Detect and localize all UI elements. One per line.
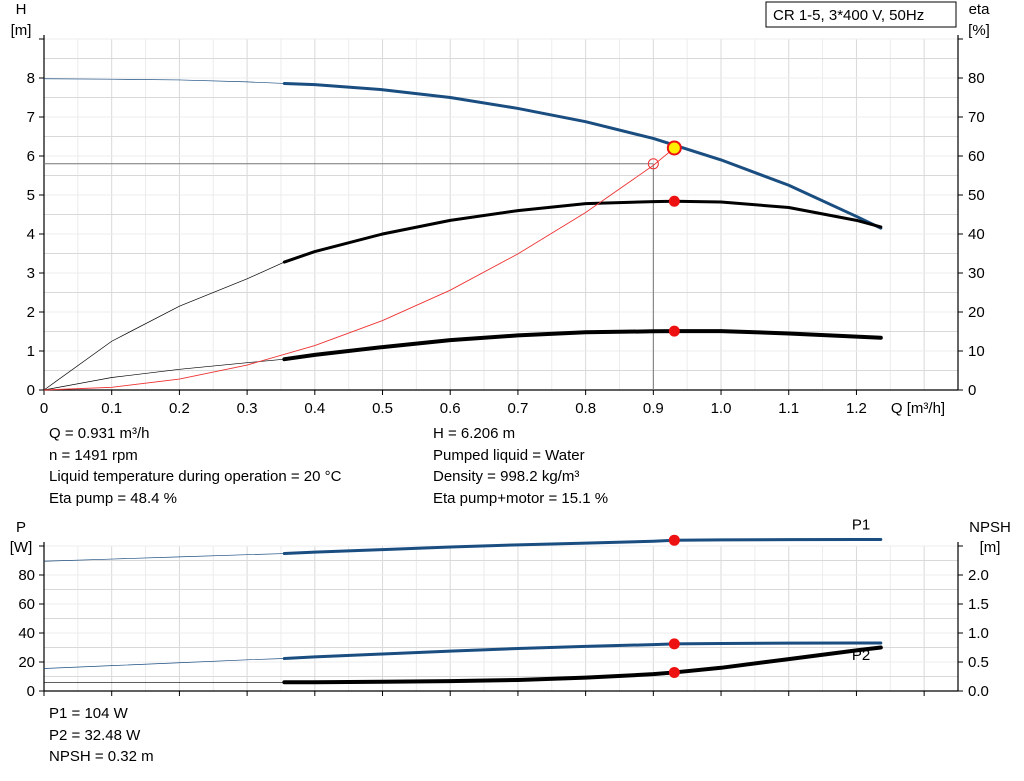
y-left-tick-label: 4 — [27, 226, 35, 243]
duty-p1-marker — [668, 534, 680, 546]
y-left-label: P — [16, 519, 26, 536]
y-right-tick-label: 60 — [968, 148, 985, 165]
x-tick-label: 1.0 — [711, 400, 732, 417]
info-right: H = 6.206 m Pumped liquid = Water Densit… — [433, 423, 608, 509]
p1-curve-label: P1 — [852, 516, 870, 533]
y-right-tick-label: 40 — [968, 226, 985, 243]
eta-total-curve-bold — [282, 329, 883, 362]
x-tick-label: 0.2 — [169, 400, 190, 417]
y-right-tick-label: 2.0 — [968, 567, 989, 584]
p2-curve-thin — [43, 658, 285, 669]
eta-pump-curve-thin — [43, 261, 285, 391]
y-right-tick-label: 1.0 — [968, 625, 989, 642]
y-right-tick-label: 0.0 — [968, 683, 989, 700]
info-bottom: P1 = 104 W P2 = 32.48 W NPSH = 0.32 m — [49, 703, 154, 768]
legend-box: CR 1-5, 3*400 V, 50Hz — [765, 1, 957, 28]
y-left-unit: [W] — [10, 539, 33, 556]
x-tick-label: 0.5 — [372, 400, 393, 417]
info-temperature: Liquid temperature during operation = 20… — [49, 468, 342, 485]
info-p1: P1 = 104 W — [49, 705, 128, 722]
duty-eta-pump-marker — [668, 195, 680, 207]
y-right-tick-label: 0.5 — [968, 654, 989, 671]
info-density: Density = 998.2 kg/m³ — [433, 468, 580, 485]
info-eta-total: Eta pump+motor = 15.1 % — [433, 489, 609, 507]
y-right-unit: [%] — [968, 22, 990, 39]
x-tick-label: 0.4 — [304, 400, 325, 417]
y-left-tick-label: 0 — [27, 683, 35, 700]
y-left-tick-label: 0 — [27, 382, 35, 399]
reference-marker — [647, 158, 659, 170]
y-left-tick-label: 3 — [27, 265, 35, 282]
y-left-tick-label: 5 — [27, 187, 35, 204]
p2-curve-bold — [282, 641, 883, 661]
npsh-curve-bold — [282, 645, 883, 685]
x-tick-label: 0 — [40, 400, 48, 417]
x-tick-label: 1.1 — [778, 400, 799, 417]
x-tick-label: 0.3 — [237, 400, 258, 417]
p1-curve-thin — [43, 553, 285, 562]
info-eta-pump: Eta pump = 48.4 % — [49, 489, 177, 507]
eta-pump-curve-bold — [282, 199, 883, 264]
y-right-tick-label: 30 — [968, 265, 985, 282]
y-left-tick-label: 7 — [27, 109, 35, 126]
info-p2: P2 = 32.48 W — [49, 726, 141, 744]
info-npsh: NPSH = 0.32 m — [49, 748, 154, 765]
system-curve — [43, 147, 675, 391]
info-liquid: Pumped liquid = Water — [433, 446, 585, 464]
head-curve-thin — [43, 78, 285, 84]
head-curve-bold — [282, 81, 883, 230]
y-left-tick-label: 1 — [27, 343, 35, 360]
info-flow: Q = 0.931 m³/h — [49, 425, 150, 442]
y-right-label: NPSH — [969, 519, 1011, 536]
y-left-tick-label: 40 — [18, 625, 35, 642]
y-right-tick-label: 0 — [968, 382, 976, 399]
x-tick-label: 0.6 — [440, 400, 461, 417]
y-right-tick-label: 50 — [968, 187, 985, 204]
duty-eta-total-marker — [668, 325, 680, 337]
y-left-tick-label: 60 — [18, 596, 35, 613]
x-axis-label: Q [m³/h] — [891, 400, 945, 417]
info-left: Q = 0.931 m³/h n = 1491 rpm Liquid tempe… — [49, 423, 341, 509]
y-left-tick-label: 20 — [18, 654, 35, 671]
y-right-tick-label: 70 — [968, 109, 985, 126]
y-right-tick-label: 10 — [968, 343, 985, 360]
duty-npsh-marker — [668, 666, 680, 678]
legend-box-text: CR 1-5, 3*400 V, 50Hz — [773, 7, 924, 24]
p1-curve-bold — [282, 537, 883, 556]
y-left-tick-label: 80 — [18, 567, 35, 584]
x-tick-label: 0.8 — [575, 400, 596, 417]
x-tick-label: 1.2 — [846, 400, 867, 417]
info-head: H = 6.206 m — [433, 425, 516, 442]
x-tick-label: 0.9 — [643, 400, 664, 417]
y-right-tick-label: 20 — [968, 304, 985, 321]
duty-head-marker — [666, 140, 682, 156]
y-left-tick-label: 2 — [27, 304, 35, 321]
y-right-unit: [m] — [980, 539, 1001, 556]
y-right-tick-label: 1.5 — [968, 596, 989, 613]
x-tick-label: 0.1 — [101, 400, 122, 417]
y-left-label: H — [16, 1, 27, 18]
y-left-tick-label: 8 — [27, 70, 35, 87]
y-left-tick-label: 6 — [27, 148, 35, 165]
y-right-tick-label: 80 — [968, 70, 985, 87]
y-right-label: eta — [969, 1, 991, 18]
x-tick-label: 0.7 — [507, 400, 528, 417]
y-left-unit: [m] — [11, 22, 32, 39]
info-speed: n = 1491 rpm — [49, 446, 138, 464]
duty-p2-marker — [668, 638, 680, 650]
